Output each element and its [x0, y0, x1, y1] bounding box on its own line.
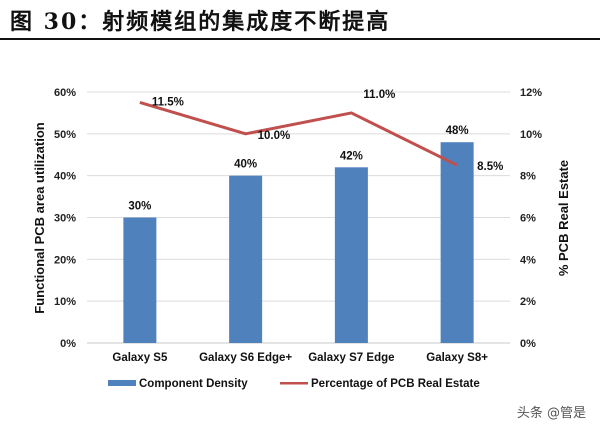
x-tick-label: Galaxy S8+: [426, 352, 488, 364]
bar: [440, 142, 474, 343]
bar-value-label: 40%: [234, 159, 257, 171]
line-value-label: 8.5%: [477, 161, 503, 173]
x-tick-label: Galaxy S7 Edge: [308, 352, 394, 364]
gridlines: [87, 91, 510, 344]
y-axis-left-title: Functional PCB area utilization: [32, 122, 47, 313]
y-tick-left: 0%: [60, 338, 76, 350]
y-tick-left: 30%: [54, 213, 76, 225]
bar-value-label: 30%: [128, 201, 151, 213]
watermark: 头条 @管是: [516, 406, 586, 421]
line-value-label: 10.0%: [258, 130, 291, 142]
bar-value-label: 48%: [446, 125, 469, 137]
x-tick-label: Galaxy S6 Edge+: [199, 352, 292, 364]
x-axis-labels: Galaxy S5 Galaxy S6 Edge+ Galaxy S7 Edge Ga…: [112, 352, 488, 364]
y-tick-right: 6%: [520, 213, 536, 225]
y-tick-right: 12%: [520, 87, 542, 99]
y-tick-left: 20%: [54, 254, 76, 266]
y-tick-right: 2%: [520, 296, 536, 308]
bar-series-component-density: 30% 40% 42% 48%: [123, 125, 474, 343]
bar: [229, 175, 263, 343]
line-value-label: 11.5%: [152, 96, 184, 108]
figure-title: 图 30：射频模组的集成度不断提高: [10, 9, 391, 35]
title-divider: [0, 38, 600, 40]
line-path: [139, 101, 458, 167]
y-tick-left: 50%: [54, 129, 76, 141]
y-tick-left: 60%: [54, 87, 76, 99]
legend: Component Density Percentage of PCB Real…: [108, 378, 480, 390]
y-tick-left: 40%: [54, 171, 76, 183]
y-tick-right: 10%: [520, 129, 542, 141]
bar: [334, 167, 368, 343]
line-value-label: 11.0%: [363, 89, 395, 101]
y-axis-right-title: % PCB Real Estate: [556, 160, 571, 276]
y-axis-right-ticks: 0% 2% 4% 6% 8% 10% 12%: [520, 87, 542, 350]
legend-swatch-component-density: [108, 380, 136, 386]
y-tick-left: 10%: [54, 296, 76, 308]
legend-label-component-density: Component Density: [139, 378, 248, 390]
legend-swatch-pcb-real-estate: [280, 382, 308, 385]
bar: [123, 217, 157, 343]
y-axis-left-ticks: 0% 10% 20% 30% 40% 50% 60%: [54, 87, 76, 350]
legend-label-pcb-real-estate: Percentage of PCB Real Estate: [311, 378, 480, 390]
line-series-pcb-real-estate: 11.5% 10.0% 11.0% 8.5%: [139, 89, 503, 173]
y-tick-right: 0%: [520, 338, 536, 350]
y-tick-right: 4%: [520, 254, 536, 266]
bar-value-label: 42%: [340, 150, 363, 162]
y-tick-right: 8%: [520, 171, 536, 183]
x-tick-label: Galaxy S5: [112, 352, 168, 364]
